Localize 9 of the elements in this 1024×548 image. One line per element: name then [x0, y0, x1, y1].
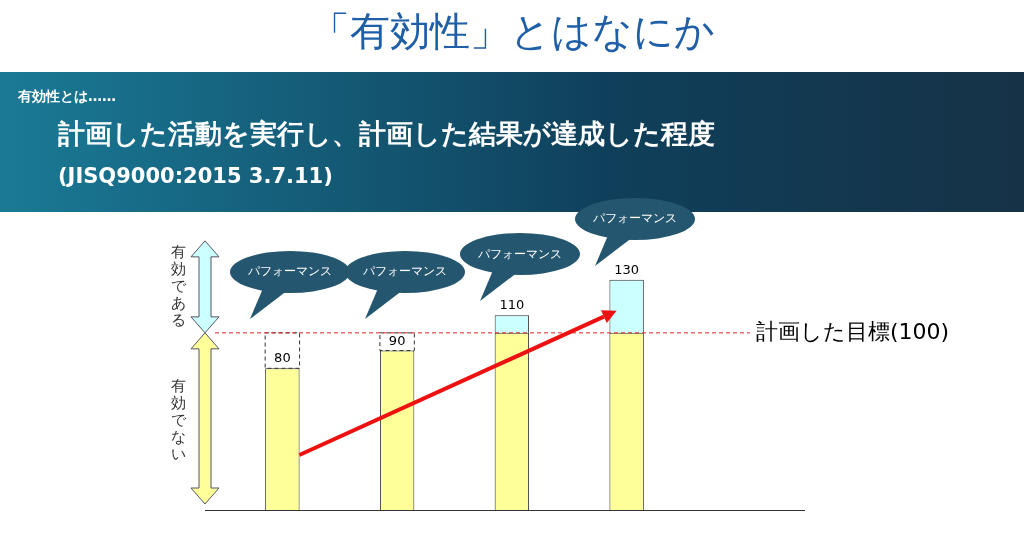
text: 有効性とは…… [18, 88, 116, 106]
text: (JISQ9000:2015 3.7.11) [58, 164, 333, 188]
chart-title: 「有効性」とはなにか [308, 7, 716, 56]
data-label: 80 [274, 350, 291, 366]
ref-line-label: 計画した目標(100) [756, 318, 950, 344]
chart-subtitle: 計画した活動を実行し、計画した結果が達成した程度 [58, 117, 715, 151]
text: 有効である [169, 242, 187, 329]
data-label: 90 [388, 332, 406, 348]
text: 有効でない [169, 377, 187, 464]
